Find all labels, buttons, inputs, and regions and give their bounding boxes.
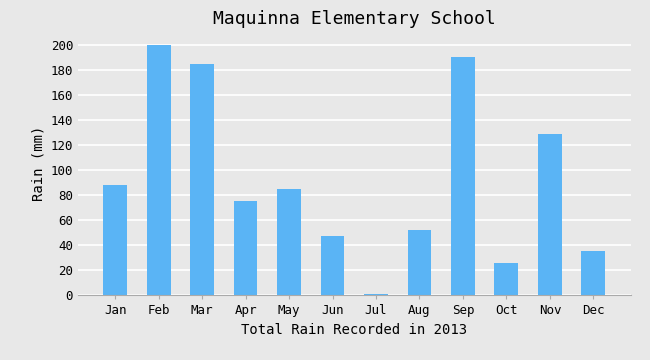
Bar: [147, 45, 170, 295]
Bar: [277, 189, 301, 295]
Y-axis label: Rain (mm): Rain (mm): [31, 126, 45, 202]
Title: Maquinna Elementary School: Maquinna Elementary School: [213, 10, 495, 28]
Bar: [582, 251, 605, 295]
Bar: [495, 263, 519, 295]
Bar: [190, 64, 214, 295]
Bar: [408, 230, 432, 295]
Bar: [233, 201, 257, 295]
Bar: [451, 58, 475, 295]
Bar: [538, 134, 562, 295]
X-axis label: Total Rain Recorded in 2013: Total Rain Recorded in 2013: [241, 323, 467, 337]
Bar: [364, 294, 388, 295]
Bar: [320, 237, 344, 295]
Bar: [103, 185, 127, 295]
